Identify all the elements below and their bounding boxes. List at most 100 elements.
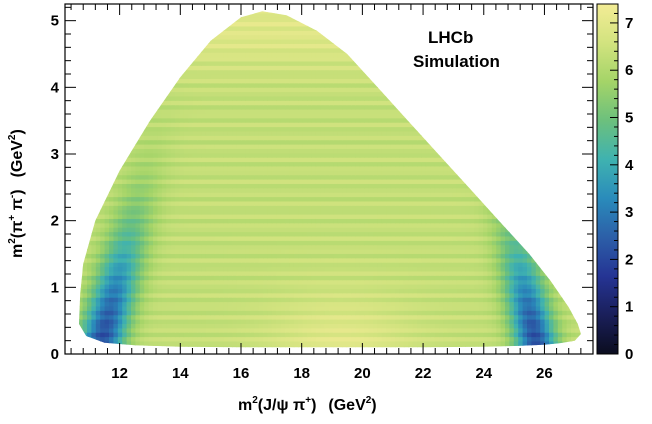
- heatmap-cell: [456, 179, 462, 184]
- heatmap-cell: [201, 214, 207, 219]
- heatmap-cell: [346, 319, 352, 324]
- heatmap-cell: [434, 266, 440, 272]
- heatmap-cell: [452, 249, 458, 254]
- heatmap-cell: [447, 279, 453, 285]
- heatmap-cell: [267, 183, 273, 189]
- heatmap-cell: [293, 174, 299, 180]
- heatmap-cell: [434, 301, 440, 307]
- heatmap-cell: [399, 257, 405, 263]
- heatmap-cell: [478, 222, 484, 228]
- heatmap-cell: [390, 253, 396, 259]
- heatmap-cell: [469, 257, 475, 263]
- heatmap-cell: [351, 297, 356, 303]
- heatmap-cell: [412, 257, 418, 263]
- heatmap-cell: [311, 244, 317, 250]
- heatmap-cell: [161, 297, 167, 303]
- heatmap-cell: [439, 253, 444, 259]
- heatmap-cell: [271, 205, 277, 211]
- heatmap-cell: [509, 262, 515, 268]
- heatmap-cell: [201, 284, 207, 289]
- heatmap-cell: [219, 209, 224, 215]
- heatmap-cell: [403, 275, 409, 281]
- heatmap-cell: [170, 275, 176, 281]
- heatmap-cell: [346, 310, 352, 316]
- heatmap-cell: [267, 336, 273, 342]
- heatmap-cell: [131, 200, 136, 206]
- heatmap-cell: [236, 305, 242, 311]
- heatmap-cell: [403, 314, 409, 320]
- heatmap-cell: [223, 292, 229, 298]
- heatmap-cell: [324, 179, 330, 184]
- heatmap-cell: [311, 305, 317, 311]
- heatmap-cell: [109, 209, 114, 215]
- heatmap-cell: [487, 327, 493, 333]
- heatmap-cell: [307, 183, 312, 189]
- heatmap-cell: [399, 288, 405, 294]
- heatmap-cell: [364, 214, 370, 219]
- heatmap-cell: [333, 218, 339, 224]
- heatmap-cell: [289, 262, 295, 268]
- heatmap-cell: [417, 227, 422, 233]
- heatmap-cell: [452, 205, 458, 211]
- heatmap-cell: [227, 192, 233, 198]
- heatmap-cell: [249, 275, 255, 281]
- heatmap-cell: [285, 222, 290, 228]
- heatmap-cell: [421, 270, 427, 276]
- heatmap-cell: [531, 310, 537, 316]
- heatmap-cell: [135, 332, 141, 338]
- heatmap-cell: [487, 314, 493, 320]
- heatmap-cell: [131, 279, 136, 285]
- heatmap-cell: [157, 262, 163, 268]
- heatmap-cell: [161, 218, 167, 224]
- heatmap-cell: [474, 310, 480, 316]
- heatmap-cell: [232, 183, 238, 189]
- heatmap-cell: [439, 314, 444, 320]
- heatmap-cell: [390, 301, 396, 307]
- heatmap-cell: [430, 279, 436, 285]
- heatmap-cell: [355, 205, 361, 211]
- heatmap-cell: [368, 292, 374, 298]
- heatmap-cell: [381, 187, 387, 193]
- heatmap-cell: [364, 345, 370, 348]
- heatmap-cell: [245, 179, 251, 184]
- heatmap-cell: [144, 310, 150, 316]
- heatmap-cell: [544, 301, 550, 307]
- heatmap-cell: [337, 323, 343, 329]
- heatmap-cell: [95, 275, 101, 281]
- heatmap-cell: [452, 288, 458, 294]
- heatmap-cell: [447, 187, 453, 193]
- heatmap-cell: [298, 209, 304, 215]
- heatmap-cell: [461, 222, 466, 228]
- heatmap-cell: [293, 170, 299, 176]
- heatmap-cell: [161, 231, 167, 237]
- heatmap-cell: [280, 244, 286, 250]
- heatmap-cell: [342, 209, 348, 215]
- heatmap-cell: [161, 310, 167, 316]
- heatmap-cell: [364, 222, 370, 228]
- heatmap-cell: [315, 222, 321, 228]
- heatmap-cell: [95, 235, 101, 241]
- heatmap-cell: [298, 270, 304, 276]
- heatmap-cell: [117, 257, 123, 263]
- heatmap-cell: [320, 227, 326, 233]
- heatmap-cell: [166, 196, 172, 202]
- heatmap-cell: [289, 174, 295, 180]
- heatmap-cell: [263, 314, 268, 320]
- heatmap-cell: [346, 288, 352, 294]
- heatmap-cell: [104, 275, 110, 281]
- heatmap-cell: [82, 327, 88, 333]
- heatmap-cell: [157, 218, 163, 224]
- heatmap-cell: [258, 319, 264, 324]
- heatmap-cell: [346, 235, 352, 241]
- heatmap-cell: [342, 187, 348, 193]
- heatmap-cell: [258, 231, 264, 237]
- heatmap-cell: [390, 310, 396, 316]
- heatmap-cell: [324, 249, 330, 254]
- heatmap-cell: [535, 314, 541, 320]
- heatmap-cell: [293, 218, 299, 224]
- heatmap-cell: [408, 323, 414, 329]
- heatmap-cell: [267, 231, 273, 237]
- heatmap-cell: [131, 244, 136, 250]
- heatmap-cell: [509, 288, 515, 294]
- heatmap-cell: [109, 200, 114, 206]
